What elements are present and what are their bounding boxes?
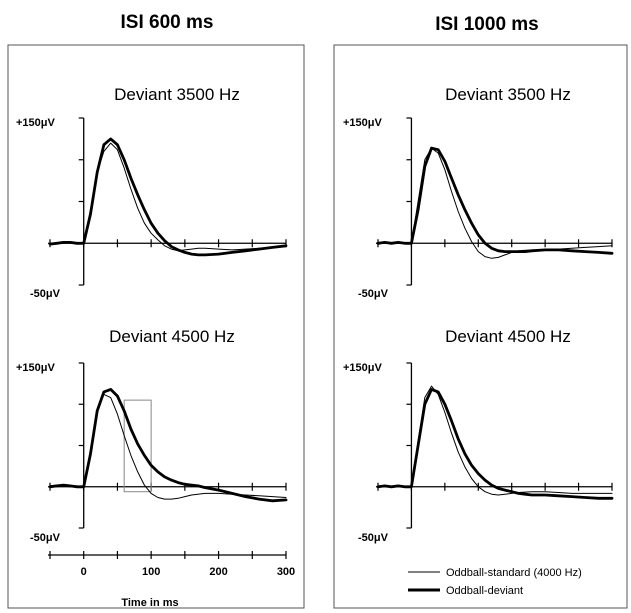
legend: Oddball-standard (4000 Hz) Oddball-devia… [408,567,582,597]
y-max-label: +150μV [343,117,383,129]
x-axis-title: Time in ms [121,597,178,609]
series-line-oddball-deviant [376,387,614,500]
y-min-label: -50μV [30,288,61,300]
panel-title: Deviant 3500 Hz [114,85,240,104]
plot-panel-3500-isi-1000 [376,117,614,286]
panel-frame-isi-1000 [333,44,628,609]
y-max-label: +150μV [343,362,383,374]
y-max-label: +150μV [16,362,56,374]
plot-panel-3500-isi-600 [48,117,288,286]
time-tick-label: 100 [142,566,160,578]
series-line-oddball-deviant [48,387,288,503]
panel-title: Deviant 4500 Hz [109,327,235,346]
series-line-oddball-deviant [48,137,288,257]
plot-panel-4500-isi-1000 [376,362,614,529]
time-tick-label: 0 [81,566,87,578]
plot-panel-4500-isi-600 [48,362,288,529]
highlight-box [123,399,152,493]
column-title-isi-600: ISI 600 ms [121,12,214,33]
panel-title: Deviant 4500 Hz [445,327,571,346]
y-max-label: +150μV [16,117,56,129]
time-axis: 0 100 200 300 [48,551,295,578]
y-min-label: -50μV [358,288,389,300]
y-min-label: -50μV [30,532,61,544]
legend-label-standard: Oddball-standard (4000 Hz) [446,567,582,579]
panel-frame-isi-600 [7,44,305,609]
legend-label-deviant: Oddball-deviant [446,585,523,597]
panel-title: Deviant 3500 Hz [445,85,571,104]
time-tick-label: 200 [209,566,227,578]
column-title-isi-1000: ISI 1000 ms [435,14,539,35]
series-line-oddball-deviant [376,146,614,255]
time-tick-label: 300 [277,566,295,578]
y-min-label: -50μV [358,532,389,544]
